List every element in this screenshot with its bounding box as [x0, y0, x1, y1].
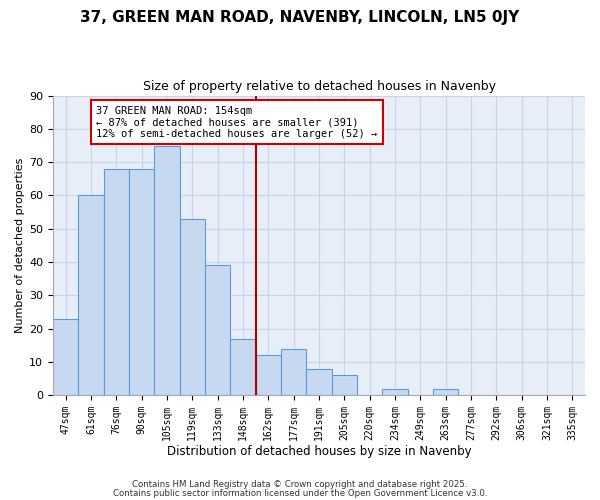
Bar [382, 388, 407, 396]
Bar [129, 169, 154, 396]
Bar [79, 196, 104, 396]
Text: Contains public sector information licensed under the Open Government Licence v3: Contains public sector information licen… [113, 488, 487, 498]
Text: 37 GREEN MAN ROAD: 154sqm
← 87% of detached houses are smaller (391)
12% of semi: 37 GREEN MAN ROAD: 154sqm ← 87% of detac… [96, 106, 377, 138]
Title: Size of property relative to detached houses in Navenby: Size of property relative to detached ho… [143, 80, 496, 93]
Text: Contains HM Land Registry data © Crown copyright and database right 2025.: Contains HM Land Registry data © Crown c… [132, 480, 468, 489]
Bar [205, 266, 230, 396]
Bar [154, 146, 179, 396]
Bar [230, 338, 256, 396]
Bar [104, 169, 129, 396]
Bar [256, 356, 281, 396]
Bar [281, 348, 307, 396]
Bar [332, 376, 357, 396]
Text: 37, GREEN MAN ROAD, NAVENBY, LINCOLN, LN5 0JY: 37, GREEN MAN ROAD, NAVENBY, LINCOLN, LN… [80, 10, 520, 25]
Y-axis label: Number of detached properties: Number of detached properties [15, 158, 25, 333]
X-axis label: Distribution of detached houses by size in Navenby: Distribution of detached houses by size … [167, 444, 472, 458]
Bar [433, 388, 458, 396]
Bar [307, 368, 332, 396]
Bar [53, 318, 79, 396]
Bar [179, 219, 205, 396]
